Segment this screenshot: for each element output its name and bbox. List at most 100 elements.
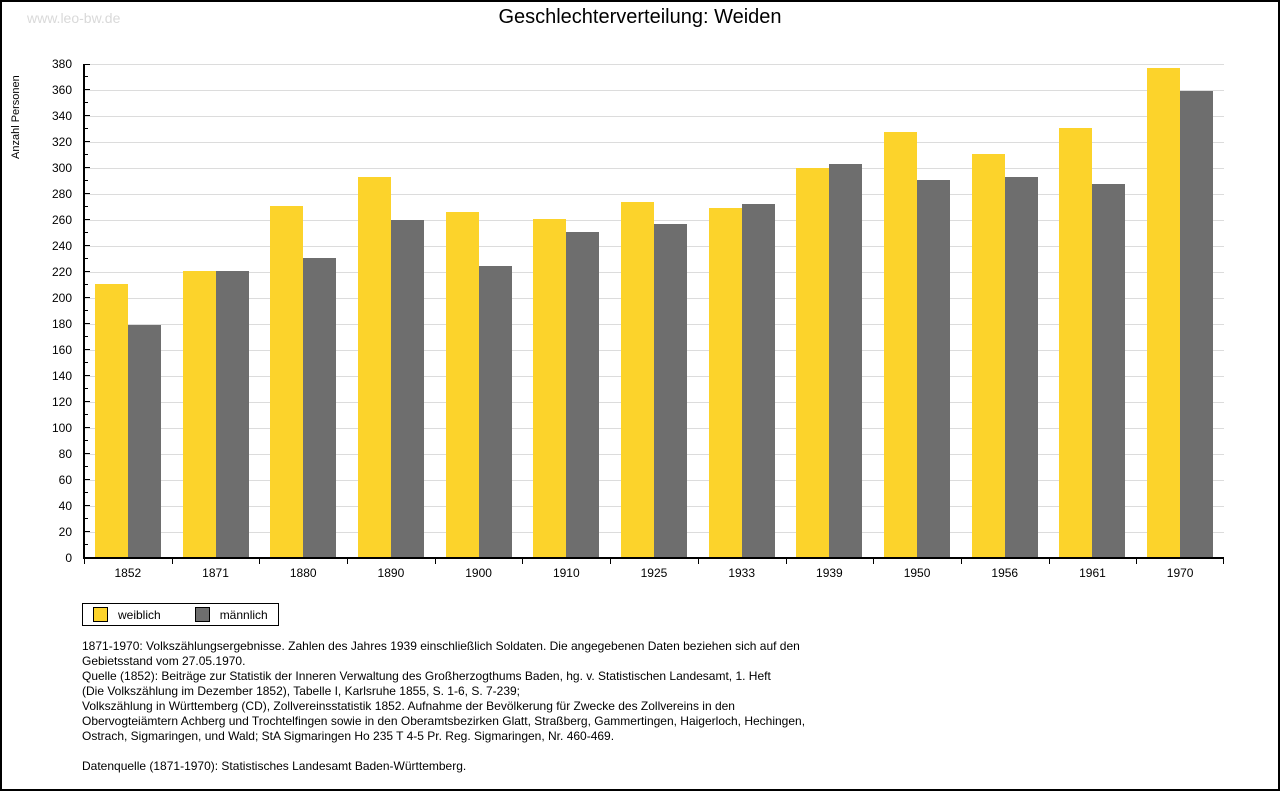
y-label-280: 280 bbox=[51, 187, 72, 201]
y-label-140: 140 bbox=[51, 369, 72, 383]
x-tick-11 bbox=[1048, 559, 1050, 564]
gridline-280 bbox=[84, 194, 1224, 195]
x-axis-line bbox=[83, 557, 1224, 559]
legend-swatch-männlich bbox=[194, 607, 210, 622]
bar-weiblich-1880 bbox=[270, 205, 304, 558]
y-label-60: 60 bbox=[58, 473, 72, 487]
legend-item-weiblich: weiblich bbox=[93, 607, 161, 622]
y-minor-tick-110 bbox=[84, 414, 88, 415]
gridline-380 bbox=[84, 64, 1224, 65]
y-major-tick-240 bbox=[84, 245, 90, 246]
y-label-240: 240 bbox=[51, 239, 72, 253]
legend-swatch-weiblich bbox=[93, 607, 108, 622]
y-major-tick-380 bbox=[84, 64, 90, 65]
y-minor-tick-350 bbox=[84, 102, 88, 103]
gridline-340 bbox=[84, 116, 1224, 117]
y-label-380: 380 bbox=[51, 57, 72, 71]
legend-item-männlich: männlich bbox=[194, 607, 268, 622]
x-label-1970: 1970 bbox=[1166, 566, 1194, 580]
y-major-tick-60 bbox=[84, 479, 90, 480]
y-label-180: 180 bbox=[51, 317, 72, 331]
y-label-220: 220 bbox=[51, 265, 72, 279]
bar-weiblich-1871 bbox=[182, 270, 216, 558]
y-major-tick-300 bbox=[84, 167, 90, 168]
bar-weiblich-1961 bbox=[1059, 127, 1093, 558]
x-tick-1 bbox=[171, 559, 173, 564]
footnotes: 1871-1970: Volkszählungsergebnisse. Zahl… bbox=[82, 639, 805, 774]
watermark-leo-bw: www.leo-bw.de bbox=[27, 10, 121, 26]
footnote-line-1: 1871-1970: Volkszählungsergebnisse. Zahl… bbox=[82, 639, 800, 653]
y-major-tick-80 bbox=[84, 453, 90, 454]
bar-männlich-1900 bbox=[478, 265, 512, 558]
footnote-spacer bbox=[82, 744, 805, 759]
footnote-line-7: Ostrach, Sigmaringen, und Wald; StA Sigm… bbox=[82, 729, 615, 743]
bar-weiblich-1925 bbox=[621, 201, 654, 558]
y-label-320: 320 bbox=[51, 135, 72, 149]
bar-männlich-1933 bbox=[741, 204, 775, 558]
bar-weiblich-1900 bbox=[445, 212, 479, 558]
x-tick-12 bbox=[1136, 559, 1138, 564]
bar-männlich-1890 bbox=[390, 220, 424, 558]
y-label-0: 0 bbox=[65, 551, 72, 565]
x-label-1910: 1910 bbox=[552, 566, 580, 580]
bar-weiblich-1852 bbox=[94, 283, 128, 558]
y-minor-tick-130 bbox=[84, 388, 88, 389]
legend: weiblich männlich bbox=[82, 603, 279, 626]
y-label-340: 340 bbox=[51, 109, 72, 123]
x-label-1900: 1900 bbox=[465, 566, 492, 580]
y-minor-tick-170 bbox=[84, 336, 88, 337]
y-label-200: 200 bbox=[51, 291, 72, 305]
y-label-100: 100 bbox=[51, 421, 72, 435]
plot-area bbox=[84, 64, 1224, 558]
y-minor-tick-30 bbox=[84, 518, 88, 519]
bar-männlich-1970 bbox=[1180, 91, 1214, 558]
y-label-20: 20 bbox=[58, 525, 72, 539]
y-axis-title: Anzahl Personen bbox=[10, 75, 22, 159]
footnote-line-6: Obervogteiämtern Achberg und Trochtelfin… bbox=[82, 714, 806, 728]
y-label-120: 120 bbox=[51, 395, 72, 409]
chart-title: Geschlechterverteilung: Weiden bbox=[498, 6, 782, 28]
x-tick-10 bbox=[960, 559, 962, 564]
legend-label-männlich: männlich bbox=[219, 607, 268, 622]
x-tick-0 bbox=[84, 559, 85, 564]
y-minor-tick-290 bbox=[84, 180, 88, 181]
x-label-1933: 1933 bbox=[728, 566, 756, 580]
gridline-320 bbox=[84, 142, 1224, 143]
x-tick-2 bbox=[259, 559, 261, 564]
gridline-300 bbox=[84, 168, 1224, 169]
footnote-line-5: Volkszählung in Württemberg (CD), Zollve… bbox=[82, 699, 735, 713]
x-label-1871: 1871 bbox=[202, 566, 229, 580]
x-label-1939: 1939 bbox=[816, 566, 843, 580]
bar-männlich-1939 bbox=[829, 164, 863, 558]
y-major-tick-140 bbox=[84, 375, 90, 376]
y-major-tick-220 bbox=[84, 271, 90, 272]
y-minor-tick-10 bbox=[84, 544, 88, 545]
y-label-160: 160 bbox=[51, 343, 72, 357]
bar-weiblich-1970 bbox=[1147, 67, 1181, 558]
y-label-80: 80 bbox=[58, 447, 72, 461]
bar-weiblich-1939 bbox=[796, 168, 830, 558]
y-minor-tick-330 bbox=[84, 128, 88, 129]
y-minor-tick-230 bbox=[84, 258, 88, 259]
footnote-line-4: (Die Volkszählung im Dezember 1852), Tab… bbox=[82, 684, 521, 698]
gridline-260 bbox=[84, 220, 1224, 221]
bar-weiblich-1950 bbox=[884, 131, 918, 558]
x-tick-5 bbox=[522, 559, 524, 564]
y-minor-tick-310 bbox=[84, 154, 88, 155]
bar-männlich-1956 bbox=[1004, 177, 1038, 558]
y-major-tick-360 bbox=[84, 89, 90, 90]
bar-weiblich-1910 bbox=[533, 218, 567, 558]
bar-weiblich-1956 bbox=[971, 153, 1005, 558]
legend-label-weiblich: weiblich bbox=[118, 607, 161, 622]
bar-männlich-1961 bbox=[1092, 183, 1126, 558]
y-major-tick-120 bbox=[84, 401, 90, 402]
datasource-line: Datenquelle (1871-1970): Statistisches L… bbox=[82, 759, 467, 773]
y-major-tick-280 bbox=[84, 193, 90, 194]
y-major-tick-20 bbox=[84, 531, 90, 532]
y-major-tick-260 bbox=[84, 219, 90, 220]
x-label-1961: 1961 bbox=[1079, 566, 1106, 580]
x-label-1880: 1880 bbox=[289, 566, 317, 580]
y-axis-line bbox=[83, 64, 85, 558]
bar-männlich-1925 bbox=[654, 223, 687, 558]
